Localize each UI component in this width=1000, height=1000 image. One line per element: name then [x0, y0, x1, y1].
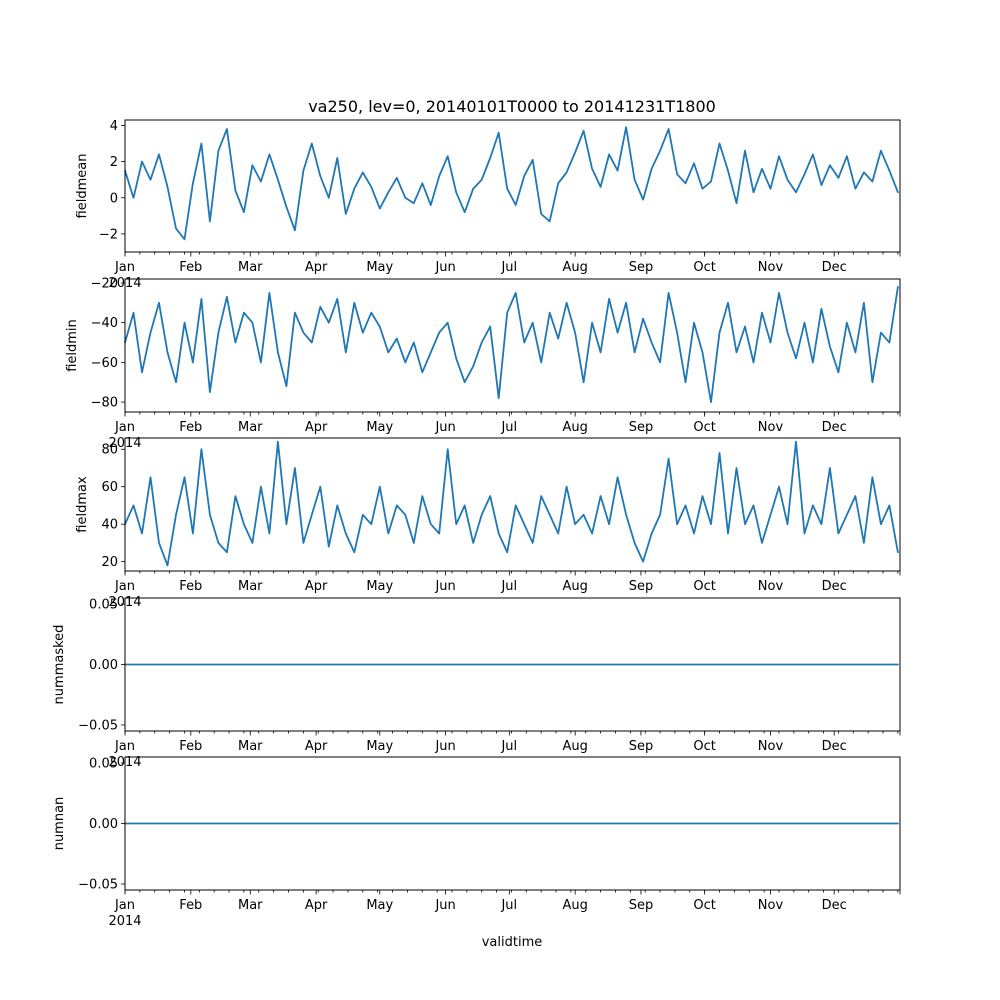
axes-frame — [124, 437, 901, 572]
y-tick-label: 20 — [101, 555, 118, 570]
x-tick-label: Jun — [434, 579, 455, 594]
x-tick-label: Aug — [562, 898, 587, 913]
panel-fieldmax: 20 40 60 80 fieldmax Jan Feb Mar Apr May Jun Jul Aug… — [75, 437, 901, 610]
x-tick-label: Aug — [562, 420, 587, 435]
x-tick-label: Nov — [758, 898, 784, 913]
series-line-fieldmean — [124, 126, 899, 241]
x-tick-label: Nov — [758, 579, 784, 594]
x-year-label: 2014 — [108, 914, 141, 929]
x-tick-label: Feb — [179, 579, 202, 594]
x-tick-label: Mar — [238, 420, 263, 435]
x-tick-label: Jul — [500, 739, 517, 754]
x-tick-label: Dec — [822, 739, 847, 754]
panel-fieldmin: −80 −60 −40 −20 fieldmin Jan Feb Mar Apr May Jun Ju… — [65, 276, 901, 451]
x-tick-label: Dec — [822, 420, 847, 435]
x-tick-label: Aug — [562, 260, 587, 275]
y-tick-label: 0 — [110, 191, 118, 206]
x-tick-label: Aug — [562, 739, 587, 754]
x-tick-label: Jan — [114, 260, 135, 275]
x-axis-label: validtime — [482, 935, 543, 950]
y-tick-label: 0.05 — [89, 598, 118, 613]
x-tick-label: Sep — [629, 898, 654, 913]
x-tick-label: May — [366, 739, 393, 754]
x-tick-label: Apr — [305, 260, 328, 275]
x-tick-label: Oct — [693, 739, 715, 754]
x-tick-label: Nov — [758, 260, 784, 275]
y-tick-label: 40 — [101, 518, 118, 533]
x-tick-label: Jul — [500, 420, 517, 435]
x-tick-label: Jan — [114, 898, 135, 913]
x-tick-label: Oct — [693, 420, 715, 435]
panel-nummasked: −0.05 0.00 0.05 nummasked Jan Feb Mar Apr May Jun… — [52, 597, 901, 770]
x-tick-label: Mar — [238, 260, 263, 275]
y-tick-label: 4 — [110, 119, 118, 134]
x-tick-label: Sep — [629, 579, 654, 594]
x-tick-label: Jun — [434, 739, 455, 754]
y-tick-label: 0.00 — [89, 817, 118, 832]
x-tick-label: Jan — [114, 579, 135, 594]
x-tick-label: Apr — [305, 420, 328, 435]
x-tick-label: Nov — [758, 739, 784, 754]
x-tick-label: Oct — [693, 260, 715, 275]
x-tick-label: Jul — [500, 579, 517, 594]
series-line-fieldmin — [124, 285, 899, 404]
x-tick-label: Apr — [305, 579, 328, 594]
x-tick-label: Mar — [238, 579, 263, 594]
y-tick-label: −60 — [91, 356, 118, 371]
axes-frame — [124, 278, 901, 413]
y-axis-label: nummasked — [52, 625, 67, 705]
y-tick-label: 80 — [101, 443, 118, 458]
y-axis-label: numnan — [52, 797, 67, 851]
y-axis-label: fieldmean — [75, 154, 90, 219]
y-axis-label: fieldmax — [75, 476, 90, 533]
x-tick-label: Feb — [179, 420, 202, 435]
y-tick-label: 0.00 — [89, 658, 118, 673]
y-tick-label: −0.05 — [78, 877, 118, 892]
x-tick-label: Jul — [500, 260, 517, 275]
x-tick-label: Apr — [305, 739, 328, 754]
x-tick-label: Apr — [305, 898, 328, 913]
y-tick-label: −40 — [91, 316, 118, 331]
x-tick-label: Dec — [822, 260, 847, 275]
y-tick-label: −20 — [91, 276, 118, 291]
x-tick-label: Sep — [629, 260, 654, 275]
y-tick-label: −2 — [99, 227, 118, 242]
axes-frame — [124, 119, 901, 253]
x-tick-label: Jan — [114, 739, 135, 754]
x-tick-label: Nov — [758, 420, 784, 435]
x-tick-label: May — [366, 260, 393, 275]
x-tick-label: May — [366, 420, 393, 435]
y-tick-label: −0.05 — [78, 718, 118, 733]
y-axis-label: fieldmin — [65, 319, 80, 372]
x-tick-label: Sep — [629, 739, 654, 754]
x-tick-label: Aug — [562, 579, 587, 594]
x-tick-label: Feb — [179, 898, 202, 913]
y-tick-label: 2 — [110, 155, 118, 170]
x-tick-label: Dec — [822, 579, 847, 594]
x-tick-label: Jul — [500, 898, 517, 913]
x-tick-label: Jun — [434, 898, 455, 913]
x-tick-label: Sep — [629, 420, 654, 435]
series-line-fieldmax — [124, 440, 899, 567]
panel-numnan: −0.05 0.00 0.05 numnan Jan Feb Mar Apr May Jun Jul… — [52, 756, 901, 929]
x-tick-label: Mar — [238, 739, 263, 754]
x-tick-label: May — [366, 579, 393, 594]
x-tick-label: Feb — [179, 260, 202, 275]
x-tick-label: Oct — [693, 898, 715, 913]
y-tick-label: 0.05 — [89, 757, 118, 772]
y-tick-label: −80 — [91, 396, 118, 411]
x-tick-label: Jan — [114, 420, 135, 435]
x-tick-label: Dec — [822, 898, 847, 913]
chart-title: va250, lev=0, 20140101T0000 to 20141231T… — [308, 97, 716, 116]
x-tick-label: May — [366, 898, 393, 913]
x-tick-label: Jun — [434, 260, 455, 275]
x-tick-label: Mar — [238, 898, 263, 913]
x-tick-label: Feb — [179, 739, 202, 754]
x-tick-label: Jun — [434, 420, 455, 435]
y-tick-label: 60 — [101, 480, 118, 495]
x-tick-label: Oct — [693, 579, 715, 594]
